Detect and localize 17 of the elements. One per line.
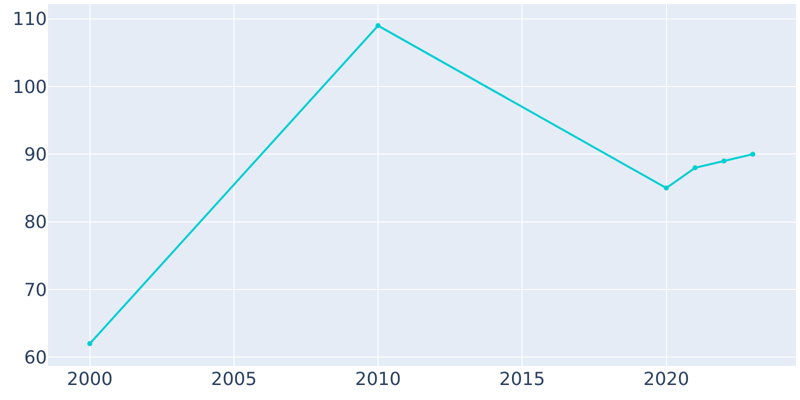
point [376,23,381,28]
point [750,152,756,157]
y-tick-label: 90 [24,144,47,166]
x-tick-label: 2000 [66,369,113,390]
y-tick-label: 60 [24,348,47,368]
point [692,165,698,170]
x-tick-label: 2005 [211,369,257,390]
y-tick-label: 80 [24,212,47,234]
x-tick-label: 2010 [355,369,401,390]
point [664,186,669,191]
y-tick-label: 110 [12,9,47,30]
point [721,158,726,164]
point [87,341,92,346]
x-tick-label: 2015 [499,369,546,390]
x-tick-label: 2020 [643,369,690,390]
y-tick-label: 100 [12,76,47,98]
y-tick-label: 70 [24,280,47,301]
